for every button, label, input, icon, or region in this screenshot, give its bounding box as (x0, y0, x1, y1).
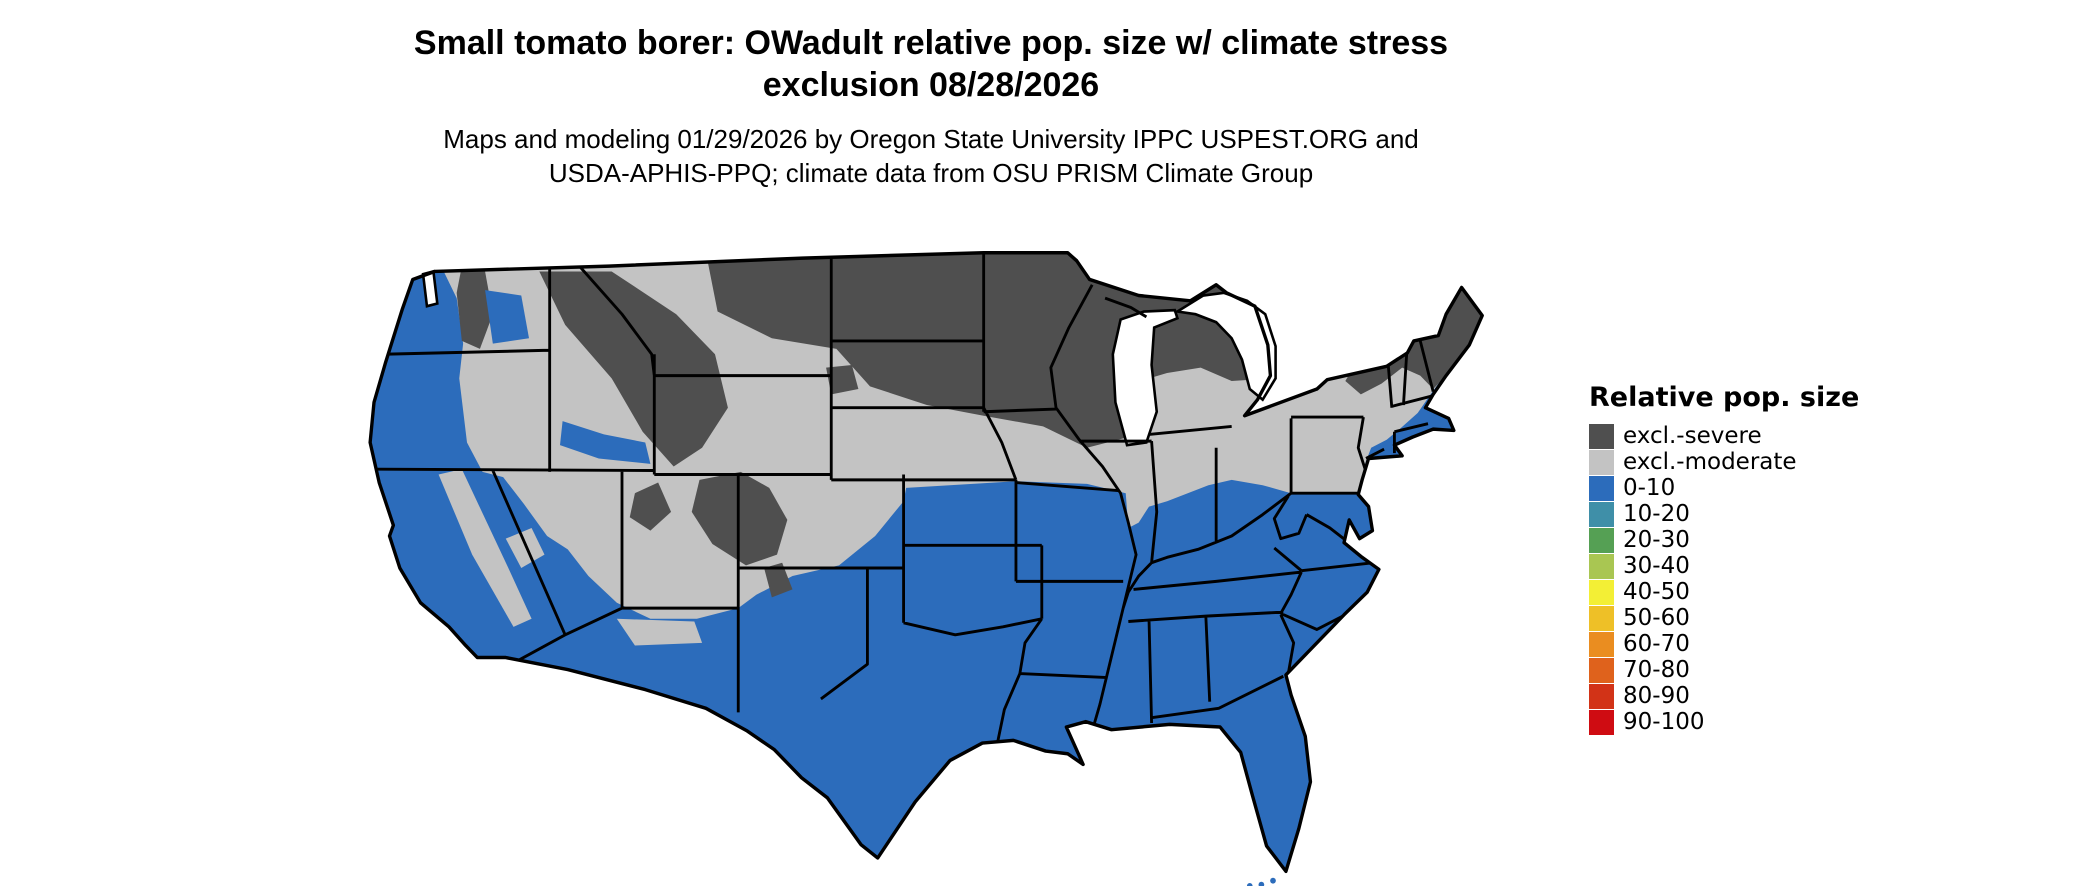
legend-entries: excl.-severe excl.-moderate 0-10 10-20 (1589, 423, 1859, 735)
legend-label: 40-50 (1623, 579, 1690, 605)
legend-row: excl.-severe (1589, 423, 1859, 449)
legend-row: 0-10 (1589, 475, 1859, 501)
legend-row: 90-100 (1589, 709, 1859, 735)
legend-row: 10-20 (1589, 501, 1859, 527)
florida-key-dot (1246, 883, 1253, 886)
legend-swatch (1589, 527, 1614, 553)
legend-title: Relative pop. size (1589, 382, 1860, 413)
florida-keys (1246, 877, 1276, 886)
legend-swatch (1589, 657, 1614, 683)
legend-swatch (1589, 423, 1614, 449)
legend-swatch (1589, 449, 1614, 475)
legend-label: 0-10 (1623, 475, 1676, 501)
legend-label: 10-20 (1623, 501, 1690, 527)
legend-swatch (1589, 631, 1614, 657)
map-title-line2: exclusion 08/28/2026 (762, 66, 1100, 104)
conus-map (312, 218, 1552, 886)
legend-swatch (1589, 579, 1614, 605)
map-title: Small tomato borer: OWadult relative pop… (0, 22, 1862, 106)
map-title-line1: Small tomato borer: OWadult relative pop… (413, 24, 1449, 62)
columbia-basin-patch (485, 290, 529, 344)
exclusion-severe-cascades (456, 266, 493, 349)
exclusion-moderate-sierra (438, 469, 532, 627)
legend-swatch (1589, 475, 1614, 501)
lake-michigan (1111, 308, 1180, 447)
legend-swatch (1589, 709, 1614, 735)
legend-swatch (1589, 553, 1614, 579)
exclusion-severe-wasatch (629, 482, 672, 531)
exclusion-severe-black-hills (826, 364, 859, 395)
exclusion-moderate-nevada-patch (505, 527, 545, 569)
snake-river-plain-patch (560, 421, 651, 464)
legend-label: 70-80 (1623, 657, 1690, 683)
legend-row: 30-40 (1589, 553, 1859, 579)
legend-row: 50-60 (1589, 605, 1859, 631)
legend-label: 90-100 (1623, 709, 1705, 735)
legend-label: 20-30 (1623, 527, 1690, 553)
legend-row: 20-30 (1589, 527, 1859, 553)
legend-label: 30-40 (1623, 553, 1690, 579)
legend-row: excl.-moderate (1589, 449, 1859, 475)
legend-label: 60-70 (1623, 631, 1690, 657)
legend-row: 80-90 (1589, 683, 1859, 709)
us-outline (368, 250, 1484, 874)
legend-row: 70-80 (1589, 657, 1859, 683)
florida-key-dot (1258, 881, 1265, 886)
legend: Relative pop. size excl.-severe excl.-mo… (1589, 382, 1859, 735)
florida-key-dot (1270, 877, 1276, 884)
legend-label: 80-90 (1623, 683, 1690, 709)
legend-row: 60-70 (1589, 631, 1859, 657)
legend-label: excl.-moderate (1623, 449, 1797, 475)
exclusion-severe-northern-new-mexico (764, 562, 793, 598)
map-subtitle: Maps and modeling 01/29/2026 by Oregon S… (0, 122, 1862, 190)
legend-label: excl.-severe (1623, 423, 1762, 449)
conus-map-svg (368, 250, 1484, 886)
legend-swatch (1589, 683, 1614, 709)
map-subtitle-line2: USDA-APHIS-PPQ; climate data from OSU PR… (548, 158, 1314, 188)
map-subtitle-line1: Maps and modeling 01/29/2026 by Oregon S… (443, 124, 1419, 154)
exclusion-severe-northern-rockies (539, 271, 728, 467)
legend-label: 50-60 (1623, 605, 1690, 631)
exclusion-moderate-arizona-rim (616, 618, 703, 646)
legend-swatch (1589, 501, 1614, 527)
legend-swatch (1589, 605, 1614, 631)
population-valley-patches (485, 290, 651, 464)
legend-row: 40-50 (1589, 579, 1859, 605)
